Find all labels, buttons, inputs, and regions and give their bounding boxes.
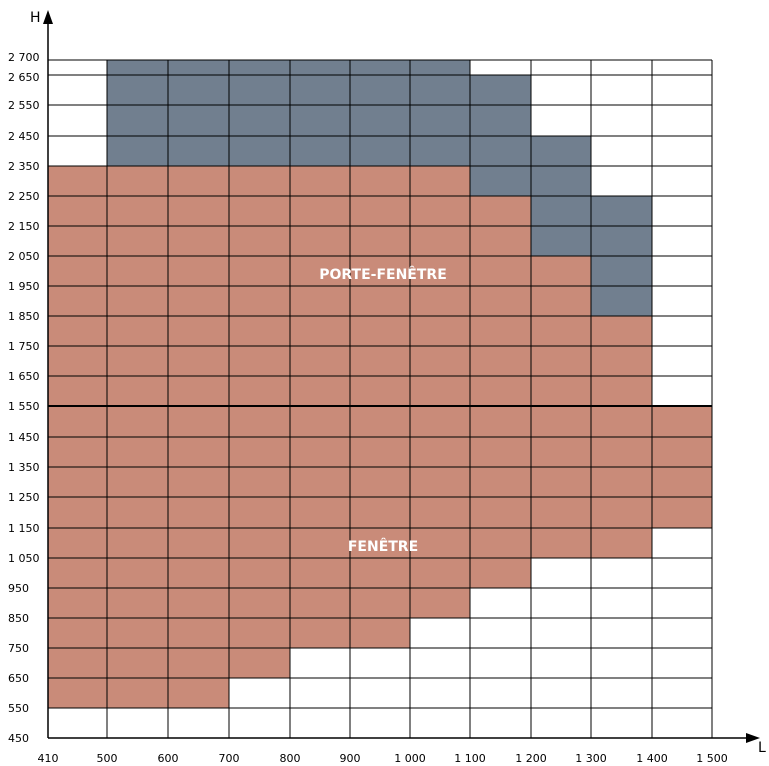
y-tick-label: 1 650	[8, 370, 40, 383]
y-tick-label: 2 050	[8, 250, 40, 263]
x-tick-label: 500	[97, 752, 118, 765]
y-tick-label: 1 750	[8, 340, 40, 353]
salmon-cell-column-6	[410, 166, 470, 618]
x-tick-label: 700	[219, 752, 240, 765]
y-tick-label: 1 850	[8, 310, 40, 323]
y-tick-label: 1 950	[8, 280, 40, 293]
slate-cell-column-1	[107, 60, 168, 166]
y-tick-label: 850	[8, 612, 29, 625]
x-tick-labels: 410 500 600 700 800 900 1 000 1 100 1 200 1 300 1 …	[38, 752, 728, 765]
y-tick-label: 2 450	[8, 130, 40, 143]
x-tick-label: 1 200	[515, 752, 547, 765]
x-tick-label: 1 000	[394, 752, 426, 765]
slate-cell-column-2	[168, 60, 229, 166]
y-tick-label: 650	[8, 672, 29, 685]
y-tick-label: 1 150	[8, 522, 40, 535]
y-tick-label: 1 350	[8, 461, 40, 474]
y-tick-label: 750	[8, 642, 29, 655]
y-tick-label: 1 550	[8, 400, 40, 413]
slate-cell-column-6	[410, 60, 470, 166]
x-tick-label: 1 500	[696, 752, 728, 765]
x-tick-label: 410	[38, 752, 59, 765]
y-tick-label: 450	[8, 732, 29, 745]
slate-cell-column-3	[229, 60, 290, 166]
x-tick-label: 600	[158, 752, 179, 765]
y-tick-labels: 450 550 650 750 850 950 1 050 1 150 1 250 1 350 1 …	[8, 51, 40, 745]
y-tick-label: 1 050	[8, 552, 40, 565]
y-tick-label: 1 250	[8, 491, 40, 504]
salmon-cell-column-3	[229, 166, 290, 678]
x-tick-label: 900	[340, 752, 361, 765]
y-axis-label: H	[30, 10, 41, 26]
y-tick-label: 2 150	[8, 220, 40, 233]
slate-cell-column-4	[290, 60, 350, 166]
slate-cell-column-5	[350, 60, 410, 166]
y-axis-arrow	[43, 10, 53, 24]
region-label-porte-fenetre: PORTE-FENÊTRE	[319, 266, 447, 283]
y-tick-label: 2 700	[8, 51, 40, 64]
x-axis-arrow	[746, 733, 760, 743]
x-tick-label: 1 300	[575, 752, 607, 765]
region-label-fenetre: FENÊTRE	[348, 538, 418, 555]
y-tick-label: 2 250	[8, 190, 40, 203]
y-tick-label: 2 350	[8, 160, 40, 173]
x-tick-label: 800	[280, 752, 301, 765]
y-tick-label: 2 650	[8, 71, 40, 84]
chart-cells	[48, 60, 712, 708]
y-tick-label: 2 550	[8, 99, 40, 112]
y-tick-label: 950	[8, 582, 29, 595]
chart-axes	[43, 10, 760, 743]
x-axis-label: L	[758, 740, 766, 756]
salmon-cell-column-7	[470, 196, 531, 588]
y-tick-label: 550	[8, 702, 29, 715]
y-tick-label: 1 450	[8, 431, 40, 444]
x-tick-label: 1 400	[636, 752, 668, 765]
x-tick-label: 1 100	[454, 752, 486, 765]
